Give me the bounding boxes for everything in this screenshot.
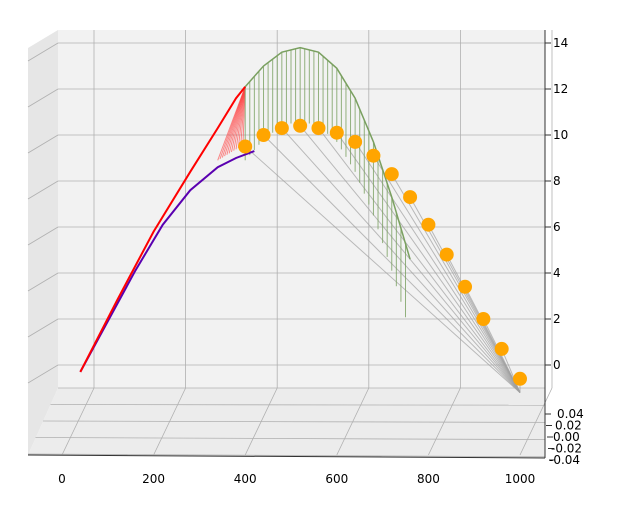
series-line-1: [79, 86, 246, 373]
x-tick-label: 400: [234, 472, 257, 486]
left-grid-line-z: [27, 226, 59, 246]
scatter-point: [256, 128, 271, 142]
connector-line: [373, 155, 521, 393]
scatter-point: [513, 371, 527, 386]
scatter-point: [384, 167, 399, 182]
floor-grid-line-y: [35, 437, 546, 441]
left-grid-line-z: [27, 272, 59, 292]
y-ticks: 0.040.020.00-0.02-0.04: [545, 407, 584, 467]
z-tick-label: 0: [553, 358, 561, 372]
floor-grid-line-y: [42, 420, 546, 423]
back-pane: [58, 30, 545, 388]
left-grid-line-z: [27, 364, 59, 384]
z-tick-label: 4: [553, 266, 561, 280]
connector-line: [391, 173, 521, 393]
floor-pane: [28, 388, 545, 458]
x-tick-label: 800: [417, 472, 440, 486]
z-tick-label: 10: [553, 128, 568, 142]
z-tick-label: 2: [553, 312, 561, 326]
scatter-point: [348, 134, 363, 149]
connector-line: [318, 127, 521, 393]
z-tick-label: 6: [553, 220, 561, 234]
x-tick-label: 600: [325, 472, 348, 486]
z-tick-label: 8: [553, 174, 561, 188]
y-tick-label: 0.04: [557, 407, 584, 421]
connector-line: [299, 125, 521, 393]
floor-grid-line-x: [428, 387, 461, 456]
y-tick-label: 0.00: [553, 430, 580, 444]
scatter-point: [329, 125, 344, 140]
scatter-point: [366, 148, 381, 163]
left-grid-line-z: [27, 180, 59, 200]
scatter-point: [494, 341, 509, 356]
y-tick-label: -0.02: [551, 442, 582, 456]
connector-line: [336, 132, 521, 393]
scatter-point: [421, 217, 436, 232]
scatter-point: [274, 121, 289, 136]
floor-grid-line-x: [61, 387, 95, 456]
y-tick-label: -0.04: [549, 453, 580, 467]
scatter-point: [403, 190, 418, 205]
grid: [27, 30, 553, 458]
floor-grid-line-y: [27, 453, 546, 458]
x-ticks: 0 200 400 600 800 1000: [58, 472, 535, 486]
scatter-points: [238, 118, 527, 386]
left-grid-line-z: [27, 42, 59, 62]
connector-line: [244, 146, 521, 393]
series-line-2: [244, 46, 411, 260]
left-grid-line-z: [27, 318, 59, 338]
z-tick-label: 12: [553, 82, 568, 96]
connector-line: [501, 348, 521, 393]
x-axis-line: [27, 454, 546, 459]
x-tick-label: 1000: [505, 472, 536, 486]
scatter-point: [293, 118, 308, 133]
left-pane: [28, 30, 58, 455]
y-tick-label: 0.02: [555, 419, 582, 433]
z-tick-label: 14: [553, 36, 568, 50]
z-ticks: 0 2 4 6 8 10 12 14: [545, 36, 568, 372]
scatter-point: [439, 247, 454, 262]
scatter-point: [311, 121, 326, 136]
floor-grid-line-x: [519, 387, 553, 456]
series-lines: [79, 46, 411, 373]
scatter-point: [476, 312, 491, 326]
left-grid-line-z: [27, 88, 59, 108]
x-tick-label: 0: [58, 472, 66, 486]
x-tick-label: 200: [142, 472, 165, 486]
scatter-point: [238, 139, 253, 154]
left-grid-line-z: [27, 134, 59, 154]
connector-lines: [217, 47, 521, 393]
floor-grid-line-y: [50, 404, 546, 406]
scatter-point: [458, 279, 473, 294]
series-line-0: [79, 150, 255, 373]
